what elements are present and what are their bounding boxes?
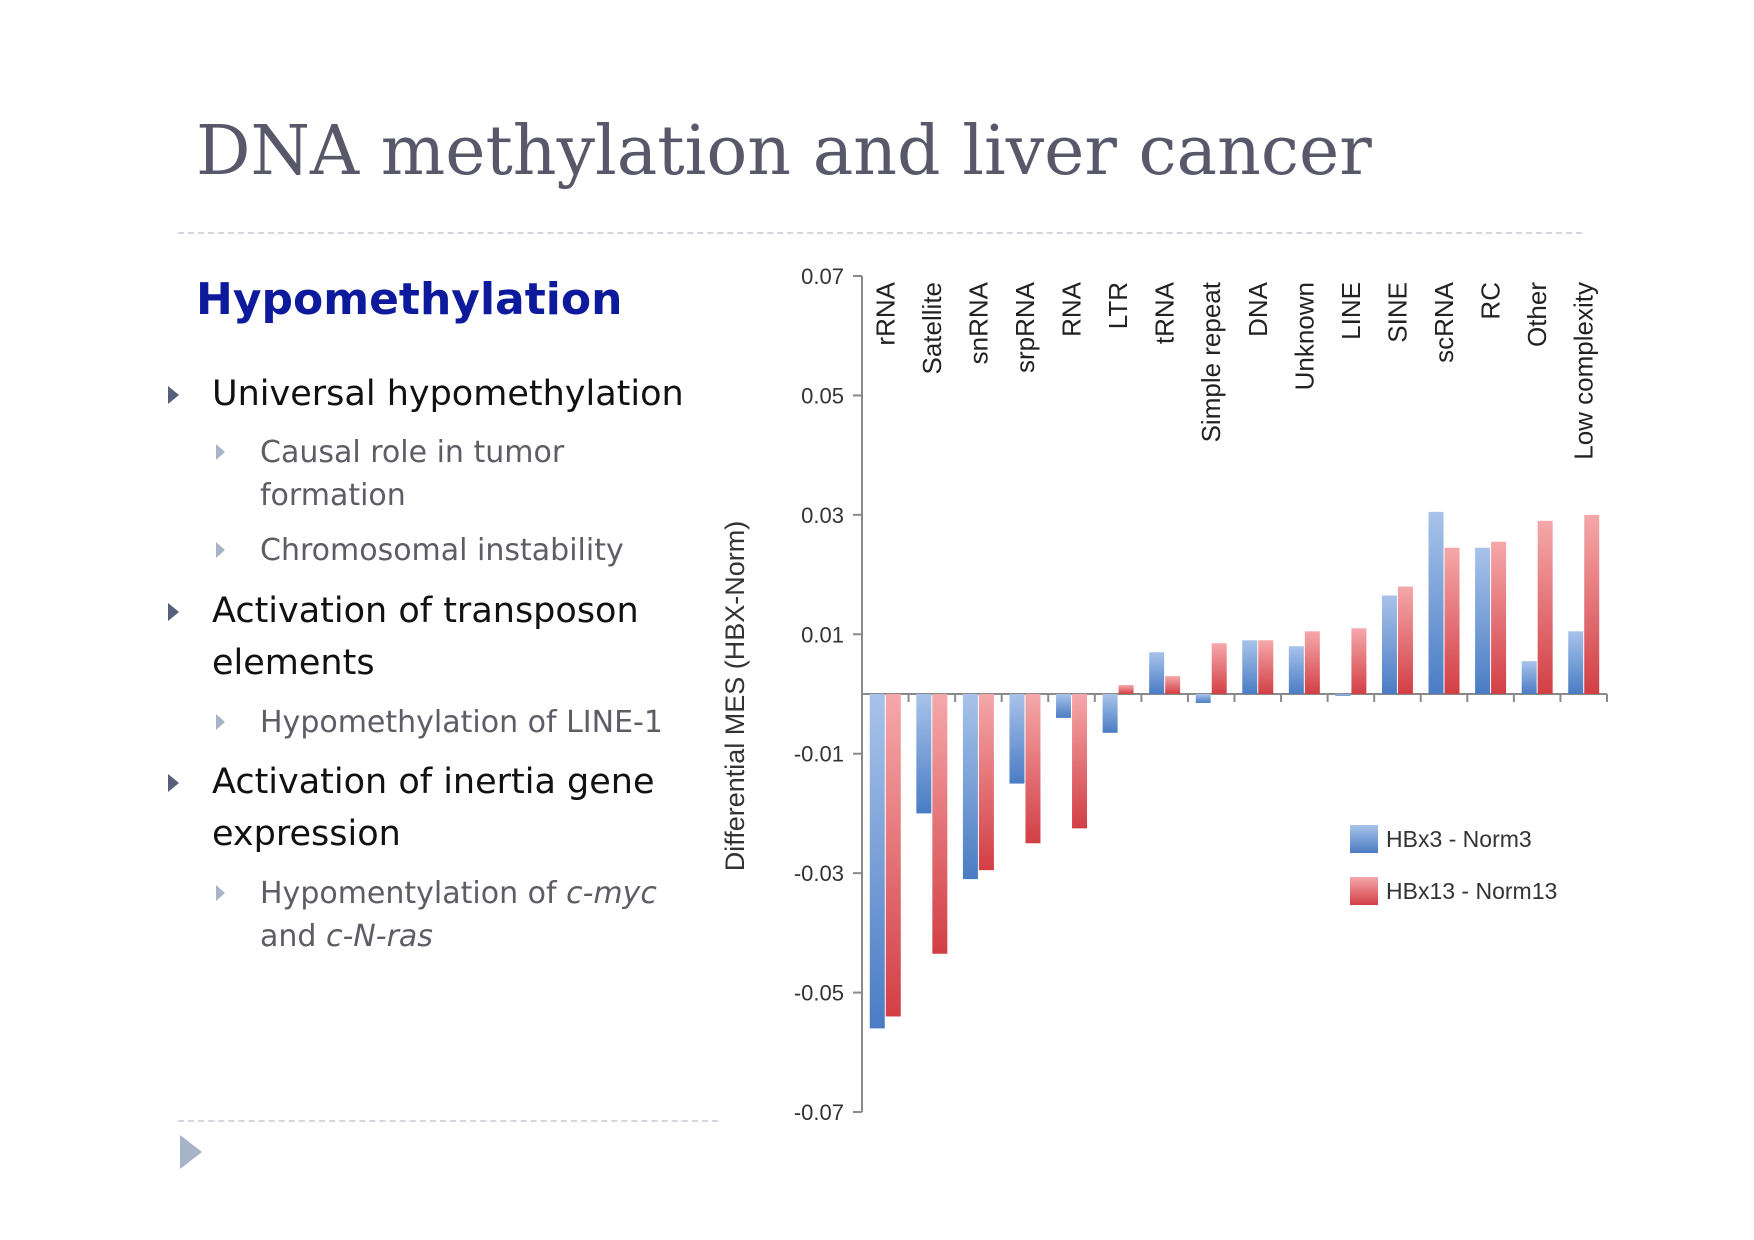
bar-hbx3 xyxy=(1009,694,1025,784)
bar-hbx13 xyxy=(1444,547,1460,694)
x-category-label: Low complexity xyxy=(1569,282,1599,460)
x-category-label: srpRNA xyxy=(1010,281,1040,373)
bar-hbx13 xyxy=(1351,628,1367,694)
bar-hbx3 xyxy=(1288,646,1304,694)
triangle-right-icon xyxy=(216,444,225,460)
bullet-cmyc-hypomethylation: Hypomentylation of c-myc and c-N-ras xyxy=(260,872,680,958)
bullet-text: and xyxy=(260,919,326,954)
bars xyxy=(869,511,1600,1029)
bar-hbx13 xyxy=(932,694,948,954)
triangle-right-icon xyxy=(216,542,225,558)
y-tick-label: -0.03 xyxy=(794,861,844,886)
x-category-label: RNA xyxy=(1057,281,1087,337)
bar-hbx3 xyxy=(1056,694,1072,718)
y-tick-label: 0.07 xyxy=(801,264,844,289)
next-slide-arrow-icon[interactable] xyxy=(180,1135,202,1169)
bar-hbx13 xyxy=(885,694,901,1017)
bar-hbx3 xyxy=(962,694,978,880)
bar-hbx3 xyxy=(1149,652,1165,694)
bar-hbx3 xyxy=(1102,694,1118,733)
bar-hbx13 xyxy=(1397,586,1413,694)
x-category-label: Other xyxy=(1522,282,1552,347)
bar-hbx13 xyxy=(1491,541,1507,694)
differential-mes-bar-chart: 0.07 0.05 0.03 0.01 -0.01 -0.03 -0.05 -0.07 Diff… xyxy=(720,264,1608,1125)
y-tick-label: -0.05 xyxy=(794,981,844,1006)
legend-swatch xyxy=(1350,877,1378,905)
bar-hbx13 xyxy=(978,694,994,871)
bar-hbx13 xyxy=(1304,631,1320,694)
y-tick-label: 0.05 xyxy=(801,383,844,408)
bar-hbx13 xyxy=(1258,640,1274,694)
bar-hbx13 xyxy=(1072,694,1088,829)
labels: 0.07 0.05 0.03 0.01 -0.01 -0.03 -0.05 -0.07 Diff… xyxy=(720,264,1599,1125)
y-tick-label: 0.01 xyxy=(801,622,844,647)
bar-hbx13 xyxy=(1165,676,1181,694)
x-category-label: Simple repeat xyxy=(1196,281,1226,442)
x-category-label: SINE xyxy=(1382,282,1412,343)
x-category-label: LTR xyxy=(1103,282,1133,329)
bullet-chromosomal-instability: Chromosomal instability xyxy=(260,533,624,568)
y-tick-label: -0.07 xyxy=(794,1100,844,1125)
x-category-label: scRNA xyxy=(1429,281,1459,363)
bar-hbx3 xyxy=(1242,640,1258,694)
bar-hbx13 xyxy=(1025,694,1041,844)
legend: HBx3 - Norm3 HBx13 - Norm13 xyxy=(1350,825,1557,905)
slide-title: DNA methylation and liver cancer xyxy=(196,112,1372,191)
bar-hbx3 xyxy=(1195,694,1211,703)
bar-hbx3 xyxy=(1475,547,1491,694)
bar-hbx13 xyxy=(1584,514,1600,694)
legend-label: HBx13 - Norm13 xyxy=(1386,878,1557,904)
bar-hbx13 xyxy=(1118,685,1134,694)
bottom-divider xyxy=(178,1120,718,1122)
gene-name: c-myc xyxy=(566,876,657,911)
x-category-label: Satellite xyxy=(917,282,947,375)
bar-hbx3 xyxy=(869,694,885,1029)
bullet-causal-role: Causal role in tumor formation xyxy=(260,435,565,513)
y-tick-label: 0.03 xyxy=(801,503,844,528)
bullet-inertia-gene-activation: Activation of inertia gene expression xyxy=(212,762,655,854)
bullet-transposon-activation: Activation of transposon elements xyxy=(212,591,639,683)
bar-hbx13 xyxy=(1211,643,1227,694)
bar-hbx3 xyxy=(1521,661,1537,694)
gene-name: c-N-ras xyxy=(325,919,433,954)
x-category-label: rRNA xyxy=(870,281,900,345)
bar-hbx3 xyxy=(1568,631,1584,694)
triangle-right-icon xyxy=(168,774,179,792)
legend-label: HBx3 - Norm3 xyxy=(1386,826,1532,852)
bar-hbx3 xyxy=(1428,511,1444,694)
bullet-text: Hypomentylation of xyxy=(260,876,567,911)
x-category-label: tRNA xyxy=(1150,281,1180,344)
bullet-universal-hypomethylation: Universal hypomethylation xyxy=(212,374,684,414)
triangle-right-icon xyxy=(216,714,225,730)
section-heading: Hypomethylation xyxy=(196,274,623,325)
legend-swatch xyxy=(1350,825,1378,853)
bar-hbx3 xyxy=(1335,694,1351,696)
bar-hbx13 xyxy=(1537,520,1553,694)
bar-hbx3 xyxy=(916,694,932,814)
x-category-label: snRNA xyxy=(963,281,993,364)
x-category-label: RC xyxy=(1476,282,1506,320)
triangle-right-icon xyxy=(168,603,179,621)
triangle-right-icon xyxy=(216,885,225,901)
triangle-right-icon xyxy=(168,386,179,404)
top-divider xyxy=(178,232,1582,234)
y-tick-label: -0.01 xyxy=(794,742,844,767)
x-category-label: LINE xyxy=(1336,282,1366,340)
bar-hbx3 xyxy=(1381,595,1397,694)
x-category-label: Unknown xyxy=(1289,282,1319,390)
bullet-line1-hypomethylation: Hypomethylation of LINE-1 xyxy=(260,705,663,740)
x-category-label: DNA xyxy=(1243,281,1273,337)
y-axis-title: Differential MES (HBX-Norm) xyxy=(720,521,750,872)
